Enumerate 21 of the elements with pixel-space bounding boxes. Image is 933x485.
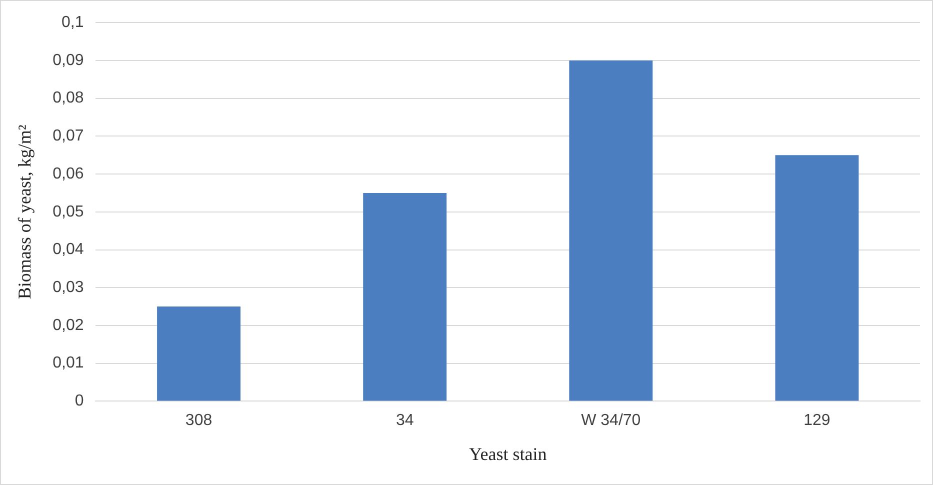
x-axis-title: Yeast stain xyxy=(469,444,547,464)
y-tick-label: 0,04 xyxy=(52,241,84,258)
y-tick-label: 0,08 xyxy=(52,90,84,107)
y-tick-label: 0,05 xyxy=(52,203,84,220)
x-tick-label: W 34/70 xyxy=(581,412,641,430)
y-tick-label: 0,07 xyxy=(52,128,84,145)
y-tick-label: 0 xyxy=(74,392,84,410)
bar xyxy=(569,60,653,401)
y-axis-title: Biomass of yeast, kg/m² xyxy=(14,124,35,300)
y-tick-label: 0,03 xyxy=(52,279,84,296)
bar xyxy=(363,192,447,401)
y-tick-label: 0,09 xyxy=(52,52,84,69)
bar xyxy=(775,155,859,401)
bar xyxy=(157,306,240,401)
y-tick-label: 0,02 xyxy=(52,316,84,334)
x-tick-label: 129 xyxy=(804,412,830,430)
x-tick-label: 308 xyxy=(185,412,212,430)
y-tick-label: 0,1 xyxy=(61,14,84,32)
y-tick-label: 0,06 xyxy=(52,165,84,182)
y-tick-label: 0,01 xyxy=(52,354,84,372)
x-tick-label: 34 xyxy=(396,412,414,430)
